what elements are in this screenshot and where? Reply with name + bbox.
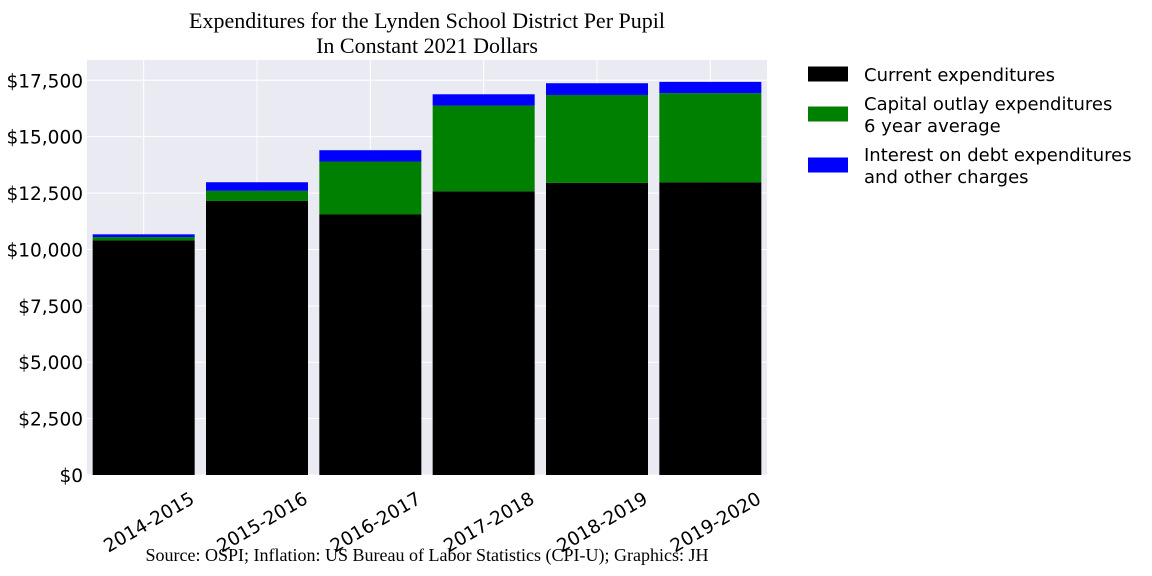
legend-label-line: Capital outlay expenditures [864,94,1112,115]
y-tick-label: $7,500 [18,297,83,318]
bar-segment-3-2016-2017 [319,150,422,162]
bar-segment-3-2015-2016 [206,182,308,191]
bar-segment-1-2019-2020 [659,182,762,475]
y-tick-label: $12,500 [6,184,83,205]
chart-subtitle: In Constant 2021 Dollars [316,33,538,58]
y-tick-label: $17,500 [6,71,83,92]
legend-label-line: Interest on debt expenditures [864,145,1132,166]
chart-title: Expenditures for the Lynden School Distr… [189,8,665,33]
bars [92,81,762,476]
y-tick-label: $0 [59,466,83,487]
source-note: Source: OSPI; Inflation: US Bureau of La… [146,545,709,566]
bar-segment-2-2016-2017 [319,161,422,215]
bar-segment-2-2017-2018 [432,105,535,192]
bar-segment-1-2018-2019 [546,182,648,475]
legend-swatch [808,106,848,122]
bar-segment-3-2018-2019 [546,83,648,95]
y-axis-ticks: $0 $2,500 $5,000 $7,500 $10,000 $12,500 $15,00… [6,71,83,487]
legend-swatch [808,157,848,173]
y-tick-label: $2,500 [18,410,83,431]
legend-label: Interest on debt expenditures and other c… [864,145,1132,188]
legend-swatch [808,66,848,82]
legend-label-line: 6 year average [864,116,1001,137]
legend-label: Capital outlay expenditures 6 year averag… [864,94,1112,137]
bar-segment-3-2019-2020 [659,81,762,94]
bar-segment-1-2014-2015 [92,240,195,475]
bar-segment-2-2018-2019 [546,94,648,183]
y-tick-label: $15,000 [6,128,83,149]
y-tick-label: $5,000 [18,353,83,374]
plot-area [87,60,767,475]
y-tick-label: $10,000 [6,240,83,261]
bar-segment-1-2017-2018 [432,191,535,476]
bar-segment-1-2015-2016 [206,200,308,476]
bar-segment-2-2019-2020 [659,93,762,183]
bar-segment-1-2016-2017 [319,214,422,475]
bar-segment-3-2014-2015 [92,234,195,238]
legend-label-line: Current expenditures [864,65,1055,86]
legend-label-line: and other charges [864,167,1029,188]
legend: Current expenditures Capital outlay expen… [808,65,1132,188]
legend-label: Current expenditures [864,65,1055,86]
bar-segment-2-2014-2015 [92,237,195,241]
bar-segment-3-2017-2018 [432,94,535,106]
bar-segment-2-2015-2016 [206,190,308,201]
